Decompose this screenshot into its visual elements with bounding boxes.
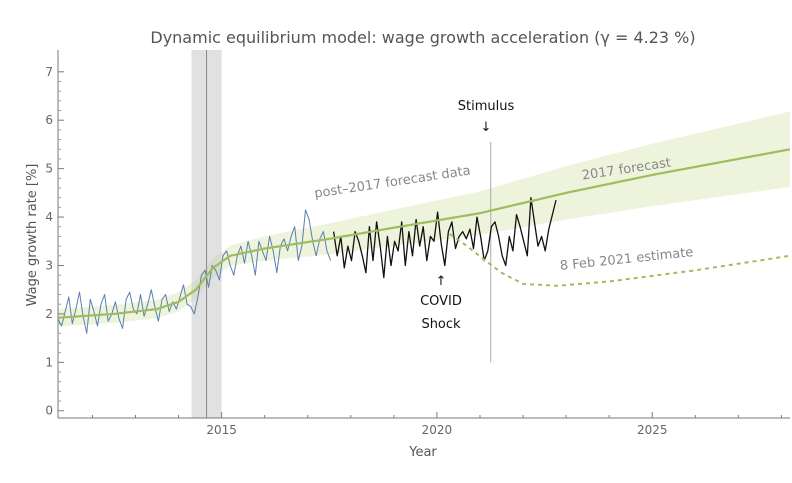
covid-label-line2: Shock [421, 317, 461, 332]
model-uncertainty-band [58, 111, 790, 327]
x-tick-label: 2025 [637, 423, 668, 437]
estimate-2021-line [449, 233, 791, 287]
chart-title: Dynamic equilibrium model: wage growth a… [150, 28, 695, 47]
y-tick-label: 7 [45, 65, 53, 79]
post-2017-data-label: post–2017 forecast data [313, 163, 471, 201]
y-tick-label: 1 [45, 355, 53, 369]
x-axis-label: Year [408, 445, 437, 460]
estimate-2021-label: 8 Feb 2021 estimate [559, 245, 694, 274]
y-axis-label: Wage growth rate [%] [25, 164, 40, 307]
covid-arrow: ↑ [436, 274, 447, 289]
shock-band-layer [191, 50, 222, 418]
uncertainty-band-layer [58, 111, 790, 327]
y-tick-label: 2 [45, 307, 53, 321]
y-tick-label: 4 [45, 210, 53, 224]
post-2017-data-line [332, 197, 557, 279]
y-tick-label: 3 [45, 258, 53, 272]
y-tick-label: 6 [45, 113, 53, 127]
axes-layer: 0 1 2 3 4 5 6 7 2015 2020 2025 [45, 50, 790, 437]
model-forecast-line [57, 148, 791, 319]
y-tick-label: 5 [45, 162, 53, 176]
x-tick-label: 2020 [422, 423, 453, 437]
stimulus-label: Stimulus [458, 99, 515, 114]
covid-label-line1: COVID [420, 294, 462, 309]
y-tick-label: 0 [45, 404, 53, 418]
x-tick-label: 2015 [206, 423, 237, 437]
series-layer [57, 142, 791, 363]
stimulus-arrow: ↓ [481, 120, 492, 135]
observed-data-line [57, 209, 332, 334]
